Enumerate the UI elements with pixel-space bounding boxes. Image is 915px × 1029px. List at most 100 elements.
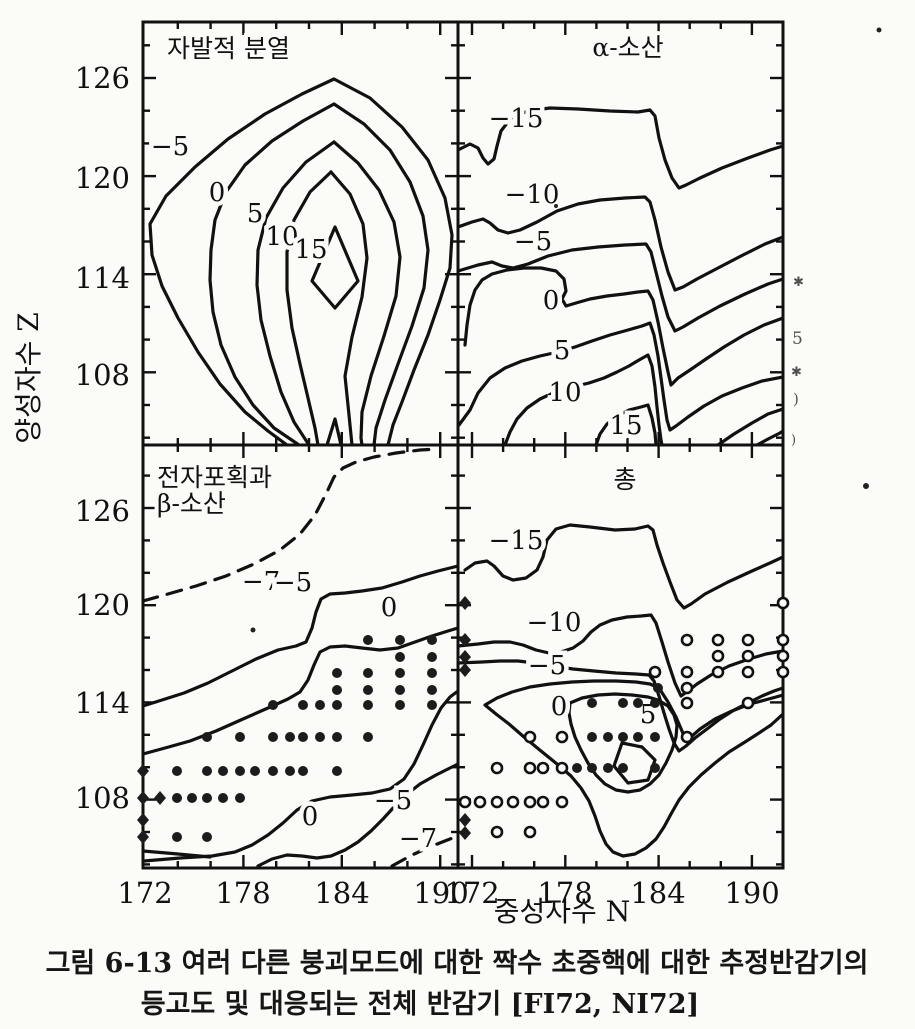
stray-dot-2 — [250, 627, 256, 633]
y-tick-label-108: 108 — [75, 781, 130, 815]
panel-title-total: 총 — [613, 465, 636, 494]
marker-filled-circle — [395, 652, 405, 662]
contour-alpha-minus10 — [458, 195, 783, 292]
marker-filled-circle — [603, 732, 613, 742]
contour-alpha-minus15 — [458, 106, 783, 190]
marker-open-circle — [490, 761, 504, 775]
y-tick-label-120: 120 — [75, 161, 130, 195]
contour-alpha-5 — [458, 321, 783, 432]
marker-filled-circle — [650, 763, 660, 773]
y-tick-label-114: 114 — [75, 686, 130, 720]
contour-ec-corner-segment — [143, 849, 212, 859]
marker-open-circle — [741, 696, 755, 710]
x-tick-label-184: 184 — [630, 876, 685, 910]
print-smudge-2: ✱ — [791, 365, 802, 380]
contour-ec-minus7-lower — [390, 834, 458, 868]
contour-label-ec-2: 0 — [381, 593, 398, 623]
contour-label-alpha-4: 5 — [554, 336, 571, 366]
marker-filled-circle — [202, 732, 212, 742]
marker-diamond — [459, 663, 471, 677]
contour-alpha-10-left — [503, 353, 664, 445]
marker-open-circle — [536, 761, 550, 775]
marker-open-circle — [555, 795, 569, 809]
contour-total-minus10 — [458, 613, 783, 698]
marker-open-circle — [711, 649, 725, 663]
y-tick-label-108: 108 — [75, 358, 130, 392]
panel-title-sf: 자발적 분열 — [167, 34, 290, 63]
contour-label-ec-4: −5 — [374, 786, 412, 816]
marker-filled-circle — [587, 763, 597, 773]
marker-filled-circle — [298, 766, 308, 776]
panel-electron-capture-beta — [143, 447, 458, 868]
stray-dot-3 — [554, 204, 558, 208]
marker-filled-circle — [285, 732, 295, 742]
contour-label-alpha-6: 15 — [609, 411, 642, 441]
x-tick-label-190: 190 — [724, 876, 779, 910]
print-smudge-0: ✱ — [793, 275, 804, 290]
marker-diamond — [137, 764, 149, 778]
marker-filled-circle — [650, 732, 660, 742]
marker-diamond — [137, 791, 149, 805]
contour-ec-minus7-upper — [143, 447, 440, 603]
contour-total-minus15 — [463, 523, 783, 610]
marker-filled-circle — [618, 732, 628, 742]
marker-open-circle — [458, 795, 472, 809]
contour-label-ec-5: −7 — [399, 824, 437, 854]
marker-diamond — [459, 813, 471, 827]
stray-dot-1 — [863, 483, 869, 489]
marker-filled-circle — [235, 732, 245, 742]
marker-filled-circle — [315, 700, 325, 710]
contour-label-total-1: −10 — [527, 608, 582, 638]
marker-filled-circle — [363, 685, 373, 695]
marker-filled-circle — [650, 698, 660, 708]
print-smudge-3: ) — [793, 390, 799, 408]
marker-open-circle — [523, 730, 537, 744]
contour-label-total-3: 0 — [551, 692, 568, 722]
marker-open-circle — [680, 633, 694, 647]
contour-label-sf-0: −5 — [151, 132, 189, 162]
marker-open-circle — [776, 633, 790, 647]
marker-filled-circle — [363, 732, 373, 742]
contour-sf-0-left — [208, 102, 336, 445]
marker-filled-circle — [363, 700, 373, 710]
marker-open-circle — [776, 596, 790, 610]
marker-filled-circle — [587, 732, 597, 742]
x-tick-label-178: 178 — [215, 876, 270, 910]
contour-label-alpha-3: 0 — [543, 286, 560, 316]
marker-open-circle — [741, 665, 755, 679]
contour-sf-0-right — [332, 102, 430, 445]
marker-filled-circle — [653, 683, 663, 693]
contour-sf-10-left — [285, 170, 333, 445]
marker-filled-circle — [172, 793, 182, 803]
marker-filled-circle — [363, 668, 373, 678]
y-tick-label-114: 114 — [75, 261, 130, 295]
marker-diamond — [459, 596, 471, 610]
marker-diamond — [459, 633, 471, 647]
marker-open-circle — [555, 730, 569, 744]
contour-ec-minus5-lower — [256, 762, 458, 868]
x-tick-label-190: 190 — [413, 876, 468, 910]
marker-open-circle — [490, 825, 504, 839]
y-tick-label-126: 126 — [75, 61, 130, 95]
marker-filled-circle — [235, 766, 245, 776]
marker-filled-circle — [202, 766, 212, 776]
marker-diamond — [137, 830, 149, 844]
panel-total — [458, 523, 783, 858]
marker-filled-circle — [395, 685, 405, 695]
marker-filled-circle — [187, 793, 197, 803]
contour-sf-15-diamond — [310, 225, 360, 310]
marker-diamond — [459, 826, 471, 840]
x-tick-label-184: 184 — [314, 876, 369, 910]
figure-caption-line2: 등고도 및 대응되는 전체 반감기 [FI72, NI72] — [141, 989, 700, 1020]
y-tick-label-126: 126 — [75, 494, 130, 528]
marker-filled-circle — [618, 763, 628, 773]
marker-filled-circle — [268, 766, 278, 776]
marker-filled-circle — [268, 732, 278, 742]
marker-open-circle — [741, 649, 755, 663]
marker-filled-circle — [395, 700, 405, 710]
panel-spontaneous-fission — [148, 77, 454, 445]
contour-label-sf-2: 5 — [247, 199, 264, 229]
contour-sf-10-right — [329, 170, 369, 445]
